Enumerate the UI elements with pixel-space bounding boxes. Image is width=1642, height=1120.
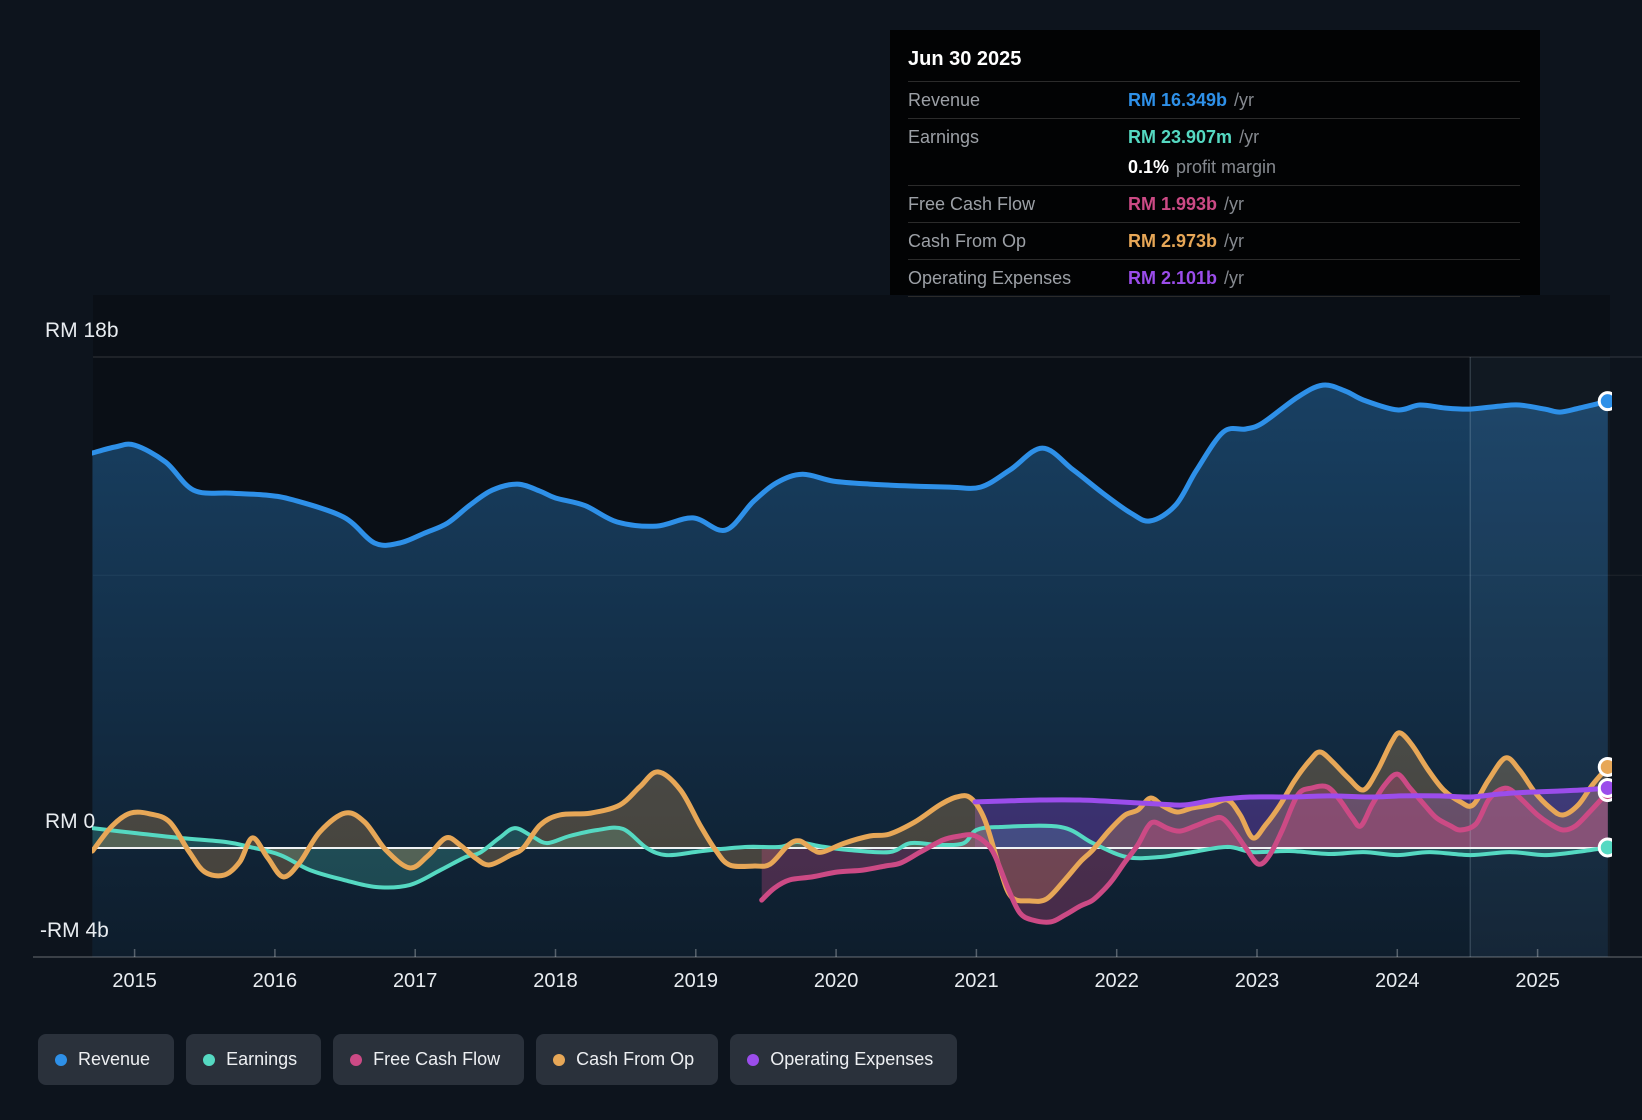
tooltip-profit-margin-row: 0.1% profit margin (908, 155, 1520, 185)
cash_from_op-area (92, 732, 1608, 902)
earnings-endpoint-dot (1597, 837, 1612, 858)
legend-item-revenue[interactable]: Revenue (38, 1034, 175, 1085)
x-axis-label-2016: 2016 (252, 970, 298, 992)
y-axis-label: RM 0 (45, 810, 96, 833)
tooltip-row-label: Earnings (908, 126, 980, 147)
operating_expenses-legend-dot-icon (747, 1053, 760, 1066)
tooltip-row-label: Revenue (908, 89, 981, 110)
legend-item-earnings[interactable]: Earnings (186, 1034, 322, 1085)
y-axis-label: -RM 4b (40, 919, 109, 942)
legend-item-label: Cash From Op (576, 1049, 695, 1069)
x-axis-label-2024: 2024 (1375, 970, 1420, 992)
x-axis-label-2018: 2018 (533, 970, 578, 992)
legend-item-free_cash_flow[interactable]: Free Cash Flow (333, 1034, 525, 1085)
cash_from_op-line (92, 730, 1611, 904)
legend-item-operating_expenses[interactable]: Operating Expenses (730, 1034, 958, 1085)
tooltip-panel: Jun 30 2025 Revenue RM 16.349b/yr Earnings… (890, 30, 1540, 297)
cash_from_op-endpoint-dot (1597, 756, 1612, 777)
x-axis-label-2019: 2019 (673, 970, 719, 992)
x-axis-label-2021: 2021 (954, 970, 999, 992)
operating_expenses-endpoint-dot (1597, 777, 1612, 798)
earnings-legend-dot-icon (203, 1053, 216, 1066)
legend-item-label: Earnings (226, 1049, 298, 1069)
free_cash_flow-line (759, 771, 1611, 925)
profit-margin-label: profit margin (1176, 156, 1277, 177)
x-axis-label-2025: 2025 (1515, 970, 1560, 992)
profit-margin-value: 0.1% (1128, 156, 1170, 177)
tooltip-row-unit: /yr (1224, 193, 1245, 214)
free_cash_flow-area (761, 774, 1608, 923)
tooltip-bottom-rule (908, 296, 1520, 297)
tooltip-row-label: Operating Expenses (908, 267, 1072, 288)
tooltip-row-value: RM 1.993b (1128, 193, 1218, 214)
tooltip-row-unit: /yr (1234, 89, 1255, 110)
legend-item-cash_from_op[interactable]: Cash From Op (536, 1034, 719, 1085)
tooltip-row-label: Free Cash Flow (908, 193, 1036, 214)
revenue-endpoint-dot (1597, 391, 1612, 412)
operating_expenses-line (972, 785, 1611, 808)
cash_from_op-legend-dot-icon (553, 1053, 566, 1066)
tooltip-date: Jun 30 2025 (908, 48, 1022, 70)
tooltip-row-unit: /yr (1224, 230, 1245, 251)
revenue-line (92, 382, 1611, 548)
x-axis-label-2015: 2015 (112, 970, 157, 992)
x-axis-label-2023: 2023 (1234, 970, 1280, 992)
free_cash_flow-legend-dot-icon (350, 1053, 363, 1066)
tooltip-row-value: RM 2.973b (1128, 230, 1218, 251)
tooltip-row-label: Cash From Op (908, 230, 1027, 251)
tooltip-row-cash_from_op: Cash From Op RM 2.973b/yr (908, 222, 1520, 259)
legend-item-label: Revenue (78, 1049, 151, 1069)
future-region-overlay (1470, 356, 1610, 958)
tooltip-rows: Revenue RM 16.349b/yr Earnings RM 23.907m/y… (908, 81, 1520, 296)
x-axis-label-2020: 2020 (813, 970, 859, 992)
tooltip-row-revenue: Revenue RM 16.349b/yr (908, 81, 1520, 118)
tooltip-row-value: RM 23.907m (1128, 126, 1233, 147)
tooltip-row-value: RM 16.349b (1128, 89, 1228, 110)
x-axis-label-2022: 2022 (1094, 970, 1139, 992)
x-axis-label-2017: 2017 (392, 970, 438, 992)
tooltip-row-unit: /yr (1239, 126, 1260, 147)
y-axis-label: RM 18b (45, 318, 119, 342)
legend-item-label: Operating Expenses (770, 1049, 934, 1069)
revenue-legend-dot-icon (55, 1053, 67, 1066)
tooltip-row-unit: /yr (1224, 267, 1245, 288)
legend-item-label: Free Cash Flow (373, 1049, 501, 1069)
tooltip-row-earnings: Earnings RM 23.907m/yr (908, 118, 1520, 155)
tooltip-row-value: RM 2.101b (1128, 267, 1218, 288)
revenue-area (92, 384, 1608, 957)
tooltip-row-operating_expenses: Operating Expenses RM 2.101b/yr (908, 259, 1520, 296)
legend: Revenue Earnings Free Cash Flow Cash From O… (38, 1034, 958, 1085)
tooltip-row-free_cash_flow: Free Cash Flow RM 1.993b/yr (908, 185, 1520, 222)
